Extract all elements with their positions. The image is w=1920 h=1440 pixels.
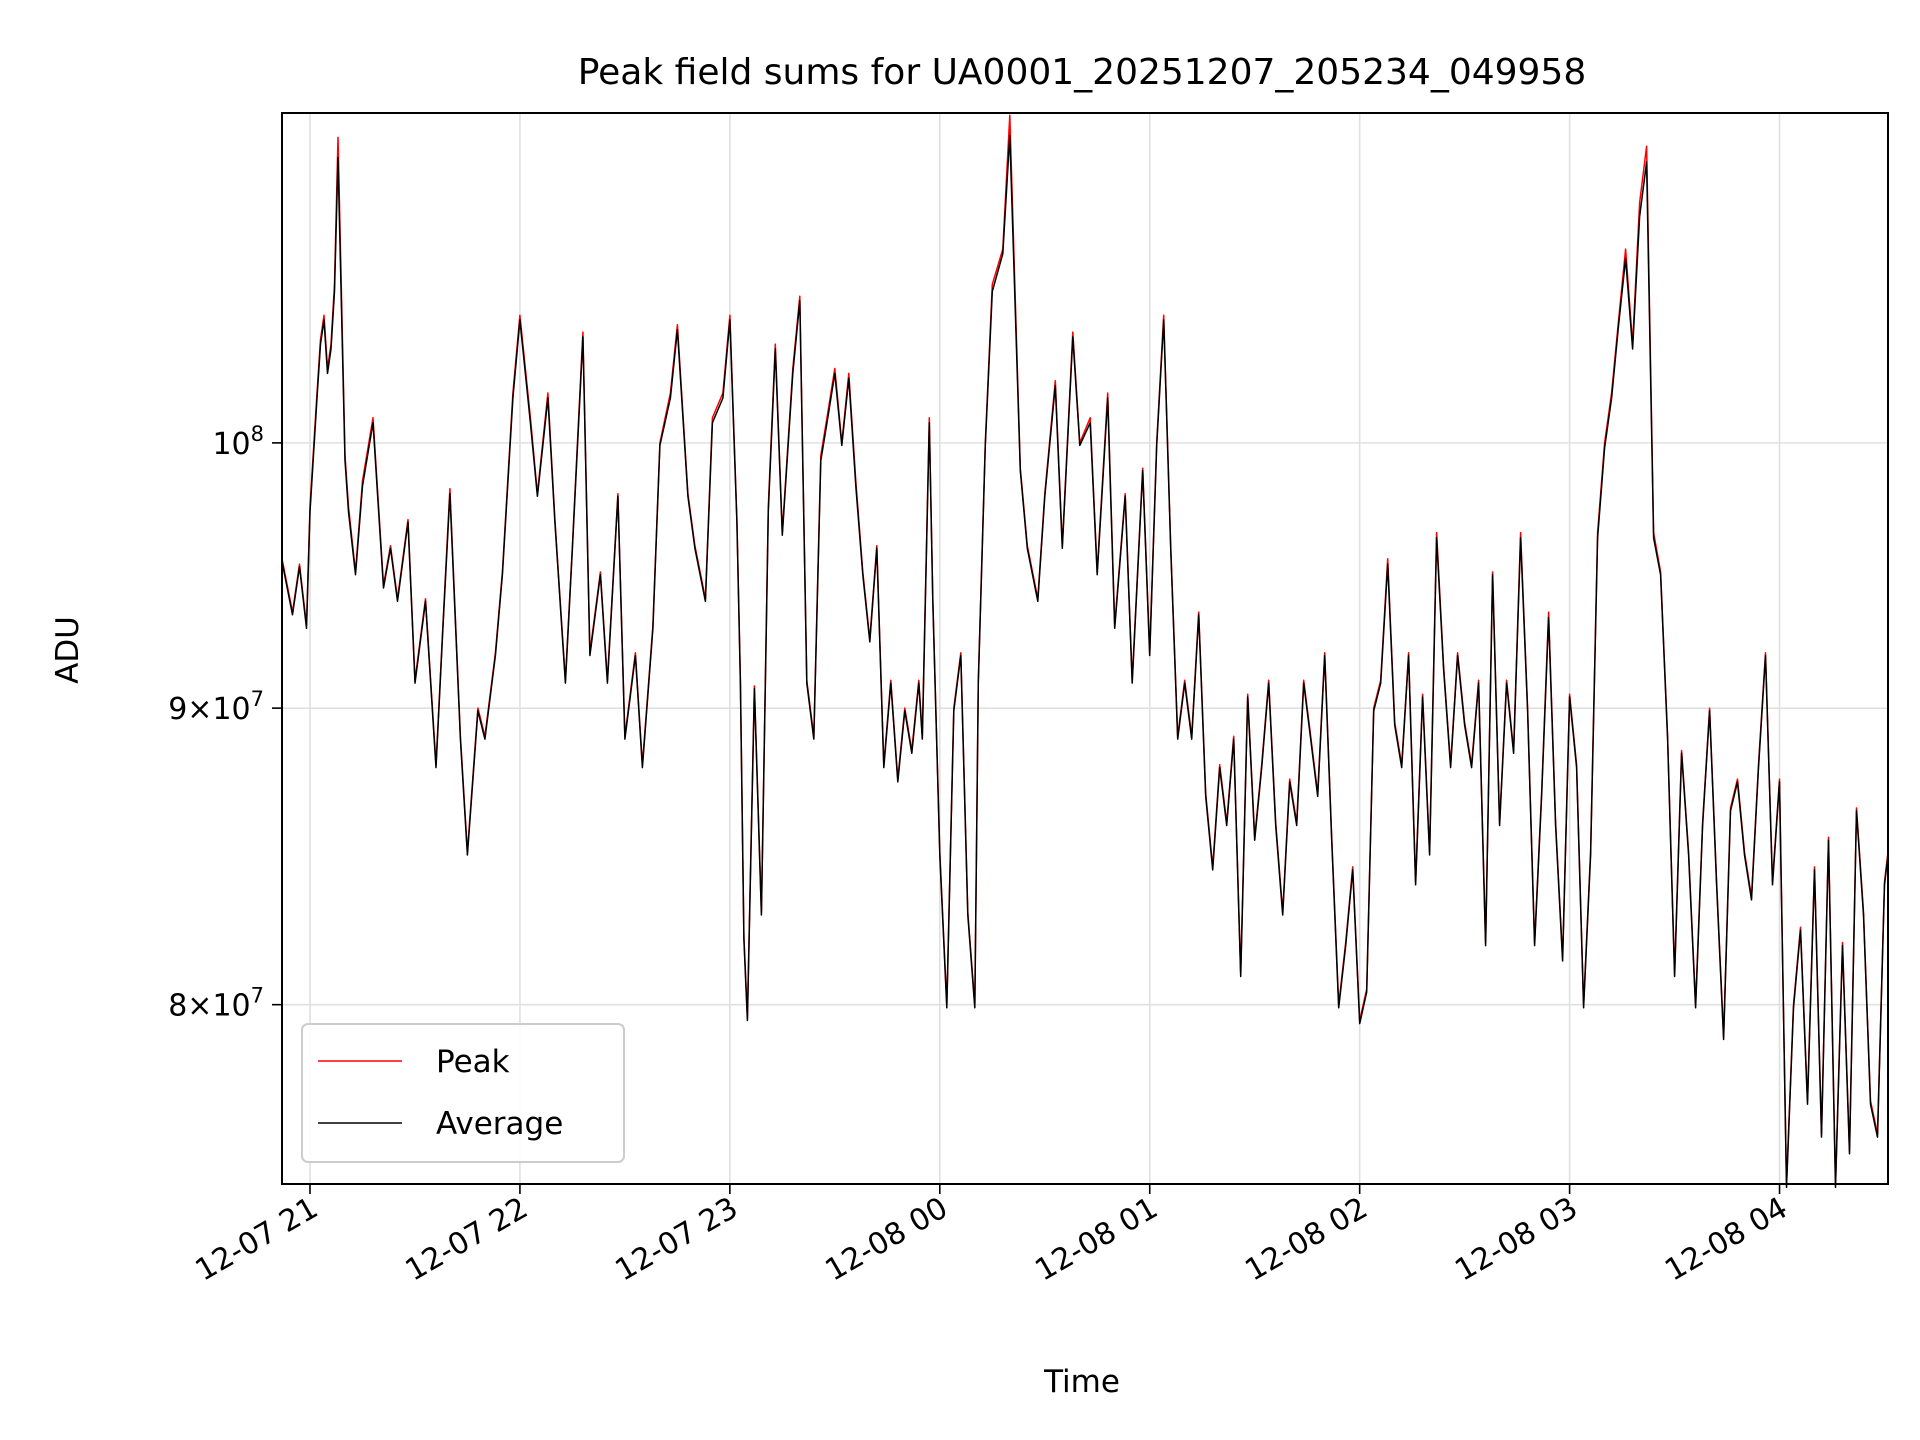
grid-lines	[282, 113, 1888, 1184]
y-axis-label: ADU	[50, 616, 86, 684]
chart-title: Peak field sums for UA0001_20251207_2052…	[578, 52, 1587, 93]
x-axis-label: Time	[1043, 1364, 1120, 1400]
series-lines	[281, 114, 1889, 1189]
series-line-average	[281, 134, 1889, 1189]
legend-peak-label: Peak	[436, 1044, 510, 1080]
y-tick-label: 8×107	[168, 984, 264, 1024]
legend-average-label: Average	[436, 1106, 563, 1142]
y-tick-label: 9×107	[168, 687, 264, 727]
y-tick-label: 108	[212, 422, 264, 462]
plot-area-frame	[281, 112, 1889, 1185]
y-axis-ticks: 8×107 9×107 108	[168, 422, 282, 1024]
legend: Peak Average	[301, 1023, 625, 1163]
legend-box	[301, 1023, 625, 1163]
